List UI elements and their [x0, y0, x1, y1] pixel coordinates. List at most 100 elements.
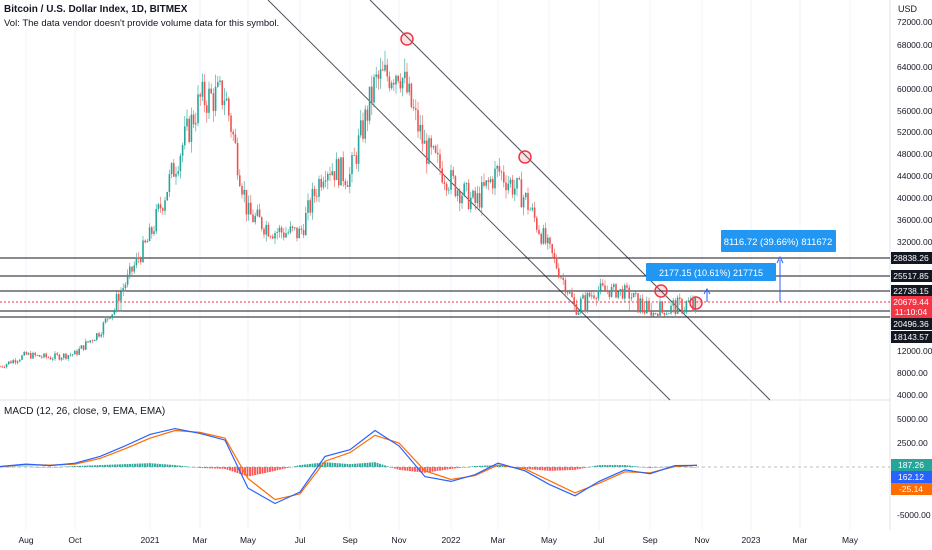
candle-body — [98, 333, 100, 337]
candle-body — [514, 188, 516, 195]
candle-body — [643, 312, 646, 314]
price-tick-label: 12000.00 — [897, 346, 932, 356]
macd-histogram-bar — [546, 467, 549, 471]
candle-body — [335, 159, 338, 181]
macd-histogram-bar — [416, 467, 419, 472]
macd-histogram-bar — [351, 463, 354, 467]
level-badge-label: 20496.36 — [893, 319, 929, 329]
time-tick-label: 2021 — [141, 535, 160, 545]
candle-body — [344, 181, 347, 186]
candle-body — [507, 183, 509, 191]
candle-body — [170, 163, 173, 175]
macd-histogram-bar — [391, 467, 394, 468]
level-badge — [891, 252, 932, 264]
macd-histogram-bar — [389, 467, 391, 468]
macd-histogram-bar — [434, 467, 436, 472]
macd-histogram-bar — [121, 464, 124, 467]
candle-body — [25, 352, 28, 355]
macd-histogram-bar — [659, 467, 661, 468]
candle-body — [481, 182, 483, 208]
candle-body — [551, 244, 553, 254]
time-tick-label: Mar — [793, 535, 808, 545]
candle-body — [338, 159, 340, 186]
macd-histogram-bar — [174, 465, 176, 467]
candle-body — [32, 352, 34, 359]
price-tick-label: 4000.00 — [897, 390, 928, 400]
macd-histogram-bar — [341, 463, 344, 467]
macd-histogram-bar — [256, 467, 259, 475]
macd-badge-label: 162.12 — [898, 472, 924, 482]
macd-histogram-bar — [381, 464, 384, 467]
candle-body — [397, 75, 399, 82]
macd-tick-label: -5000.00 — [897, 510, 931, 520]
macd-histogram-bar — [431, 467, 434, 472]
candle-body — [214, 86, 217, 111]
candle-body — [434, 146, 437, 153]
macd-histogram-bar — [479, 465, 481, 467]
candle-body — [267, 224, 270, 237]
macd-histogram-bar — [29, 466, 31, 468]
macd-histogram-bar — [549, 467, 551, 471]
macd-histogram-bar — [336, 463, 339, 467]
candle-body — [437, 152, 439, 155]
macd-histogram-bar — [141, 463, 144, 467]
candle-body — [0, 366, 1, 368]
price-tick-label: 8000.00 — [897, 368, 928, 378]
candle-body — [320, 178, 322, 188]
macd-histogram-bar — [526, 467, 529, 470]
candle-body — [364, 109, 366, 139]
candle-body — [566, 292, 569, 294]
macd-histogram-bar — [154, 463, 156, 467]
candle-body — [547, 237, 549, 244]
macd-histogram-bar — [586, 467, 589, 468]
highlight-circle — [518, 150, 532, 164]
candle-body — [239, 175, 241, 187]
candle-body — [661, 301, 663, 313]
candle-body — [58, 354, 61, 360]
macd-histogram-bar — [444, 467, 446, 470]
level-badge — [891, 318, 932, 330]
macd-histogram-bar — [11, 466, 14, 468]
candle-body — [27, 353, 30, 355]
candle-body — [294, 227, 296, 229]
macd-histogram-bar — [559, 467, 561, 471]
candle-body — [368, 86, 371, 121]
candle-body — [148, 227, 151, 242]
candle-body — [181, 145, 184, 156]
candle-body — [575, 304, 578, 315]
macd-histogram-bar — [219, 467, 221, 469]
macd-histogram-bar — [204, 467, 206, 469]
candle-body — [269, 236, 272, 238]
candle-body — [544, 228, 547, 244]
macd-histogram-bar — [151, 463, 154, 467]
candle-body — [679, 297, 681, 299]
candle-body — [621, 288, 624, 299]
candle-body — [206, 105, 208, 113]
macd-histogram-bar — [76, 465, 79, 467]
macd-histogram-bar — [246, 467, 249, 477]
candle-body — [584, 295, 586, 312]
candle-body — [692, 298, 694, 312]
macd-tick-label: 2500.00 — [897, 438, 928, 448]
macd-histogram-bar — [531, 467, 534, 470]
measure-label: 8116.72 (39.66%) 811672 — [724, 237, 832, 248]
candle-body — [410, 83, 413, 107]
price-tick-label: 36000.00 — [897, 215, 932, 225]
candle-body — [261, 217, 263, 229]
candle-body — [641, 298, 644, 313]
candle-body — [522, 197, 525, 208]
candle-body — [289, 226, 292, 233]
macd-histogram-bar — [599, 465, 601, 467]
macd-histogram-bar — [324, 462, 326, 467]
candle-body — [82, 345, 85, 350]
macd-histogram-bar — [424, 467, 426, 473]
macd-histogram-bar — [681, 466, 684, 467]
candle-body — [555, 257, 558, 269]
candle-body — [349, 174, 351, 187]
price-tick-label: 72000.00 — [897, 17, 932, 27]
candle-body — [423, 140, 426, 144]
candle-body — [219, 80, 221, 82]
macd-histogram-bar — [616, 465, 619, 467]
currency-label: USD — [898, 4, 918, 14]
